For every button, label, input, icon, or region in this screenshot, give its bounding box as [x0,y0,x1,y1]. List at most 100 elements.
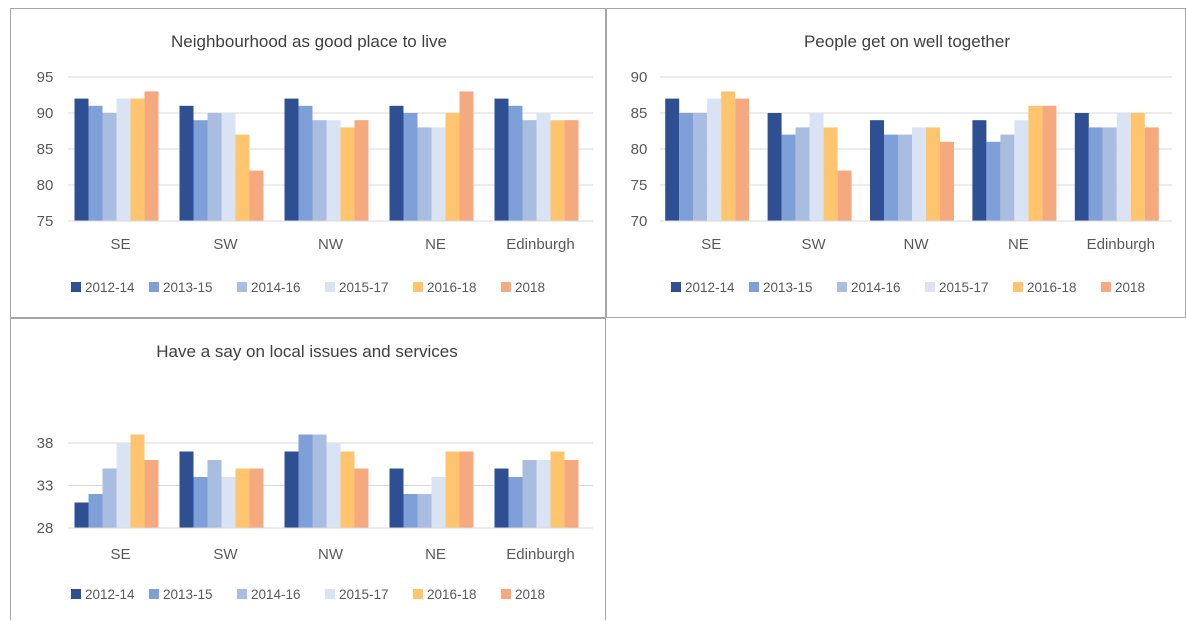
legend-swatch [1013,282,1023,292]
y-tick-label: 75 [631,177,648,194]
x-tick-label: SW [213,546,238,563]
bar-ne-2015-17 [1014,120,1029,221]
bar-sw-2016-18 [823,127,838,221]
legend-item-label: 2015-17 [339,280,389,295]
legend-item-label: 2018 [1115,280,1145,295]
bar-ne-2015-17 [431,127,446,221]
bar-nw-2012-14 [284,451,299,528]
bar-ne-2013-15 [403,494,418,528]
bar-edinburgh-2018 [1144,127,1159,221]
legend-item-label: 2018 [515,587,545,602]
y-tick-label: 75 [37,213,54,230]
y-tick-label: 70 [631,213,648,230]
bar-ne-2016-18 [445,113,460,221]
legend-item-label: 2015-17 [939,280,989,295]
legend-swatch [413,282,423,292]
y-tick-label: 85 [631,105,648,122]
bar-nw-2013-15 [298,434,313,528]
bar-sw-2012-14 [179,105,194,221]
legend-swatch [149,589,159,599]
bar-nw-2018 [354,120,369,221]
legend-swatch [749,282,759,292]
bar-se-2016-18 [721,91,736,222]
bar-ne-2013-15 [403,113,418,221]
legend-swatch [149,282,159,292]
legend-item-label: 2014-16 [251,280,301,295]
y-tick-label: 80 [631,141,648,158]
bar-se-2013-15 [88,494,103,528]
legend-swatch [71,282,81,292]
bar-edinburgh-2013-15 [508,105,523,221]
x-tick-label: NE [425,546,446,563]
bar-se-2018 [144,91,159,222]
bar-ne-2015-17 [431,477,446,528]
y-tick-label: 38 [37,435,54,452]
y-tick-label: 33 [37,478,54,495]
legend-swatch [501,589,511,599]
legend-swatch [671,282,681,292]
legend-item-label: 2013-15 [763,280,813,295]
bar-nw-2013-15 [884,134,898,221]
bar-ne-2018 [459,91,474,222]
x-tick-label: NW [318,546,344,563]
y-tick-label: 85 [37,141,54,158]
bar-nw-2012-14 [284,98,299,221]
chart-have-a-say-svg: Have a say on local issues and services 2… [37,342,593,602]
bar-sw-2015-17 [809,113,824,221]
y-tick-label: 80 [37,177,54,194]
bar-edinburgh-2014-16 [522,120,537,221]
bar-sw-2014-16 [207,113,222,221]
bar-nw-2015-17 [326,443,341,528]
bar-sw-2016-18 [235,468,250,528]
legend-item-label: 2012-14 [685,280,735,295]
legend-swatch [413,589,423,599]
bar-ne-2013-15 [986,141,1001,221]
legend-swatch [237,282,247,292]
bar-nw-2015-17 [912,127,926,221]
bar-nw-2018 [354,468,369,528]
legend-item-label: 2014-16 [251,587,301,602]
chart-panel-neighbourhood: Neighbourhood as good place to live 75 80 8… [10,8,606,318]
bar-edinburgh-2013-15 [1088,127,1103,221]
chart-panel-have-a-say: Have a say on local issues and services 2… [10,318,606,620]
x-tick-label: Edinburgh [506,236,574,253]
bar-sw-2014-16 [207,460,222,528]
legend-swatch [1101,282,1111,292]
bar-sw-2016-18 [235,134,250,221]
bar-se-2018 [735,98,750,221]
chart-title: Have a say on local issues and services [156,342,457,361]
bar-se-2015-17 [707,98,722,221]
bar-se-2014-16 [102,113,117,221]
bar-edinburgh-2016-18 [1130,113,1145,221]
bar-ne-2012-14 [389,468,404,528]
bar-nw-2016-18 [926,127,940,221]
x-tick-label: NE [425,236,446,253]
bar-sw-2012-14 [767,113,782,221]
x-tick-label: SE [701,236,721,253]
bar-se-2015-17 [116,443,131,528]
legend-item-label: 2015-17 [339,587,389,602]
bar-edinburgh-2013-15 [508,477,523,528]
bar-se-2018 [144,460,159,528]
bar-se-2012-14 [665,98,680,221]
legend-item-label: 2012-14 [85,280,135,295]
bar-nw-2012-14 [870,120,884,221]
bar-ne-2014-16 [417,127,432,221]
bar-sw-2018 [837,170,852,221]
bar-edinburgh-2014-16 [522,460,537,528]
bar-nw-2018 [940,141,954,221]
legend-swatch [501,282,511,292]
bar-edinburgh-2012-14 [494,98,509,221]
bar-sw-2015-17 [221,113,236,221]
bar-edinburgh-2012-14 [1074,113,1089,221]
bar-se-2012-14 [74,98,89,221]
x-tick-label: SE [110,236,130,253]
bar-edinburgh-2014-16 [1102,127,1117,221]
legend-swatch [925,282,935,292]
legend-swatch [325,282,335,292]
bar-sw-2012-14 [179,451,194,528]
legend-item-label: 2013-15 [163,280,213,295]
bar-sw-2013-15 [193,477,208,528]
legend-item-label: 2013-15 [163,587,213,602]
bar-sw-2018 [249,170,264,221]
